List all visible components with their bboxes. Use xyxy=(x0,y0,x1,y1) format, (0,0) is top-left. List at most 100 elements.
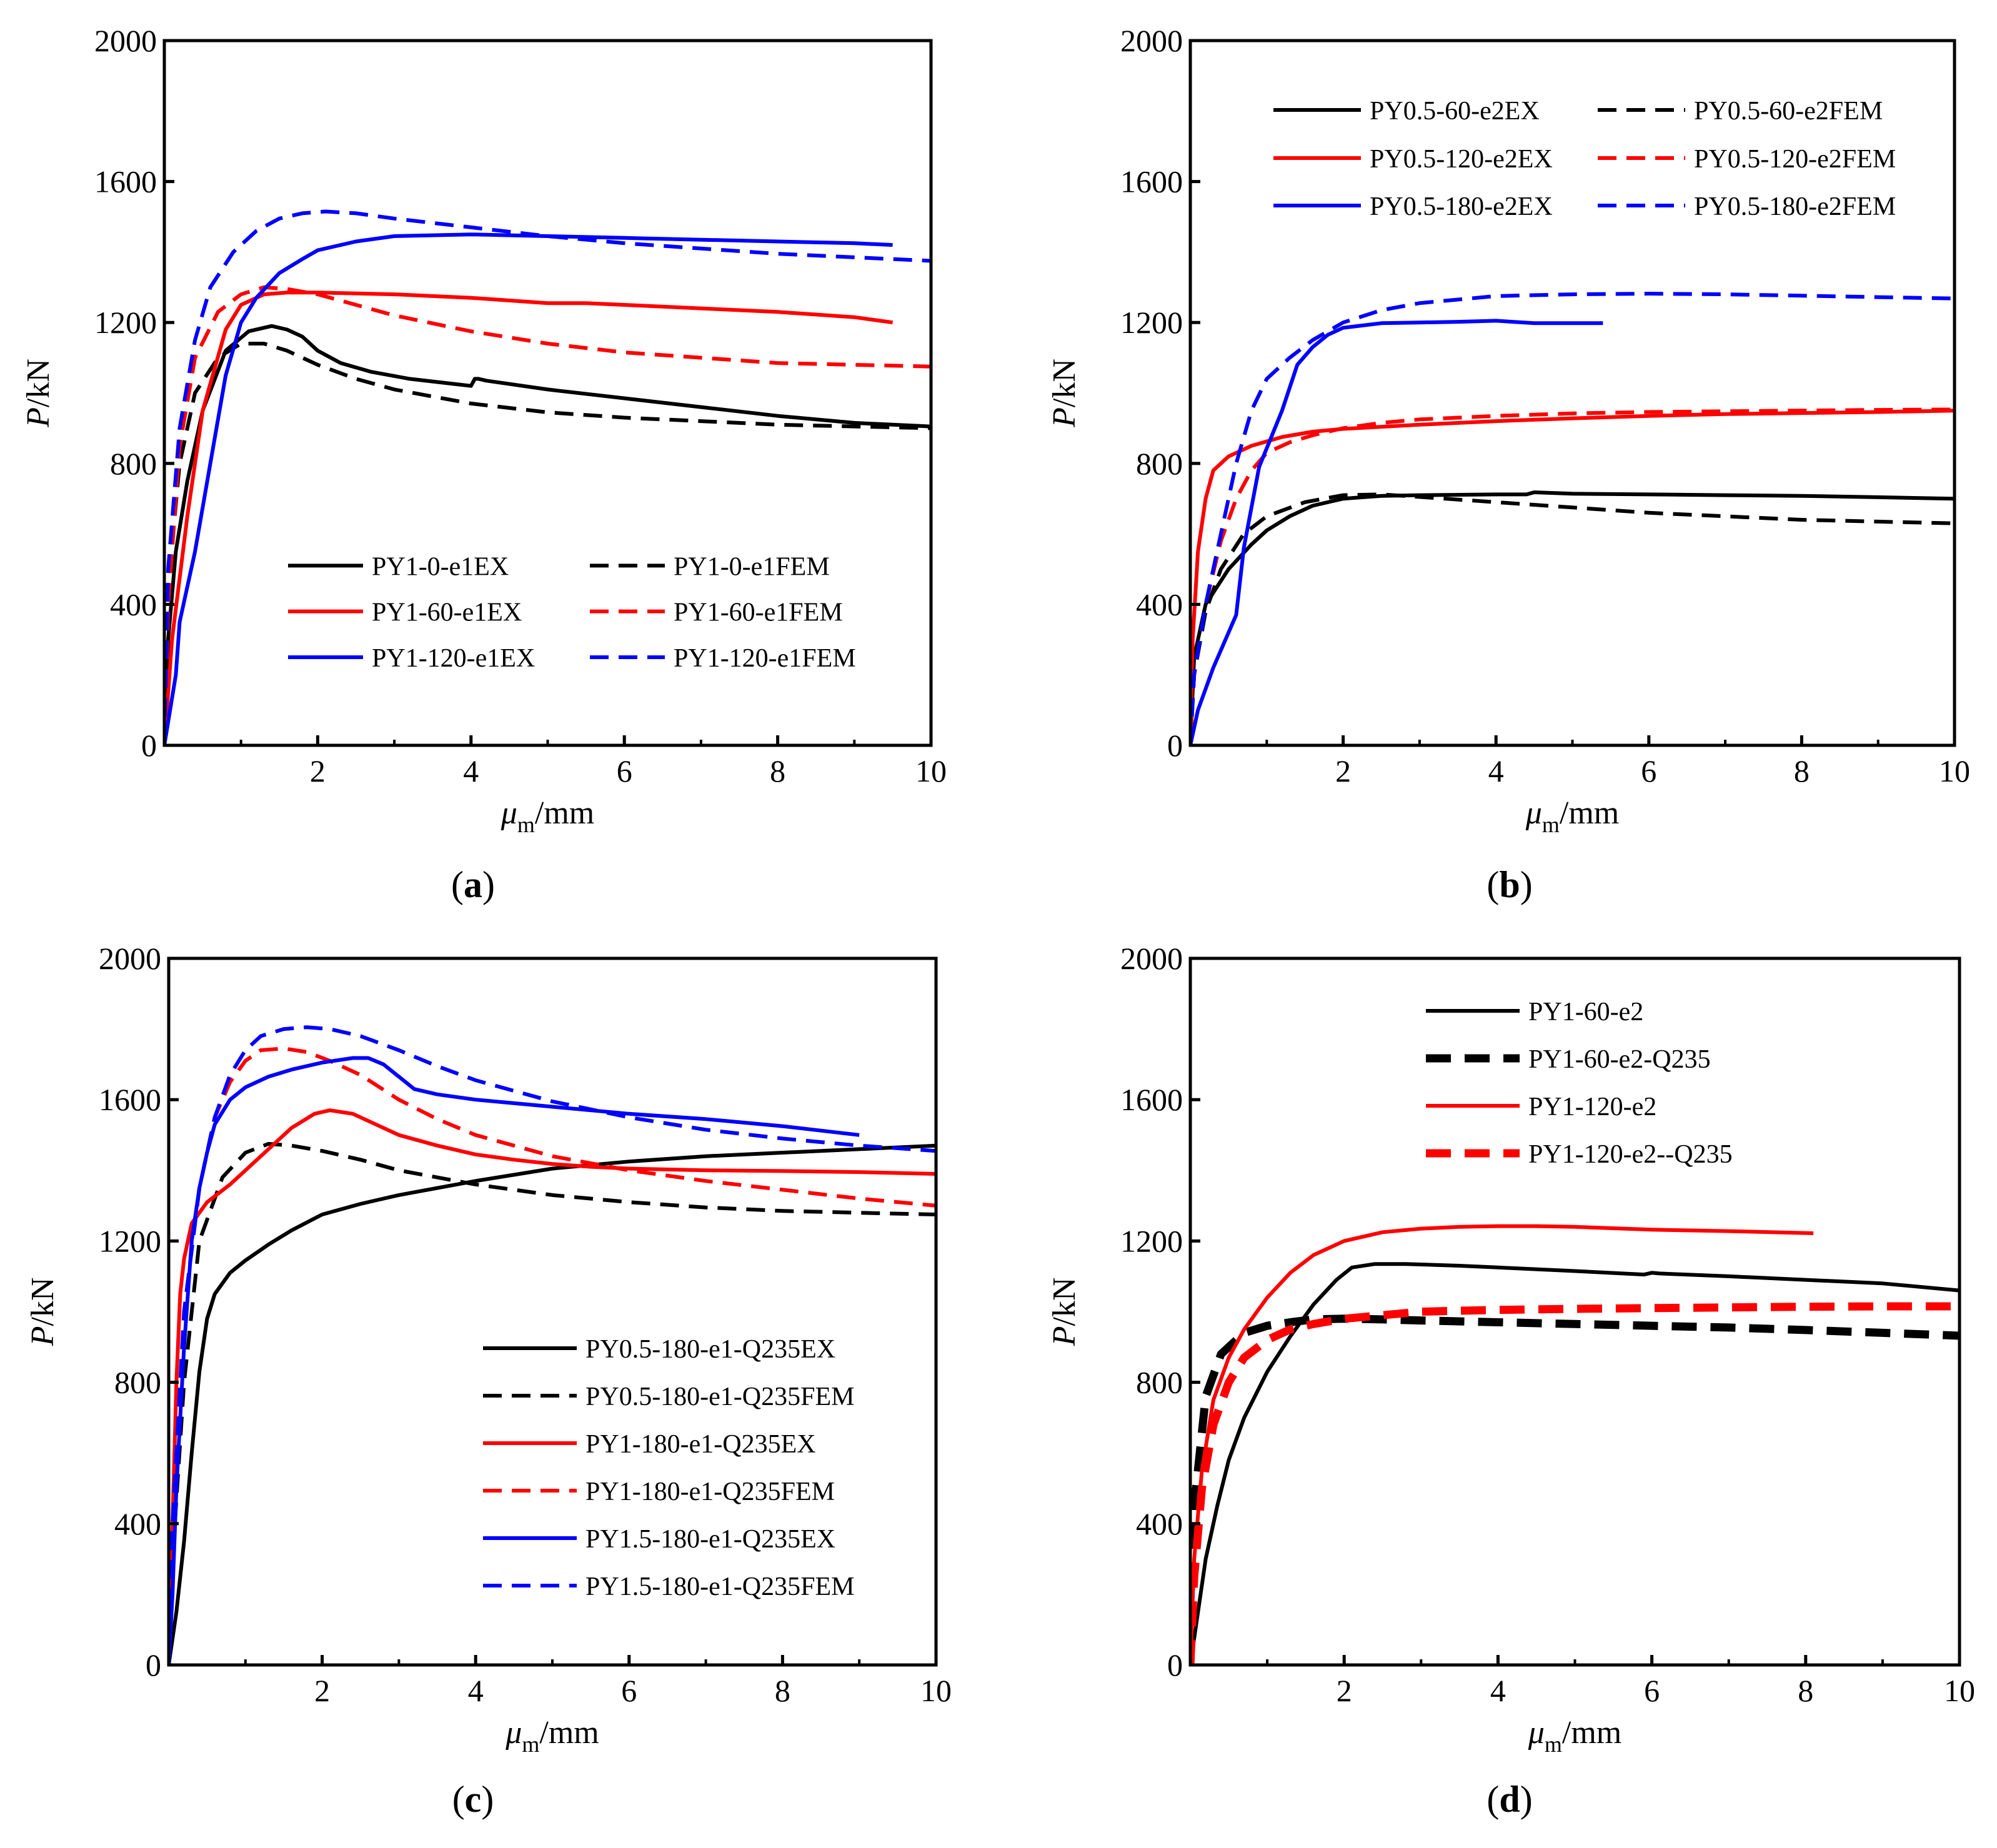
series-line-5 xyxy=(1190,319,1603,745)
x-tick-label: 6 xyxy=(617,753,632,788)
series-line-3 xyxy=(1190,1224,1814,1665)
x-tick-label: 10 xyxy=(915,753,947,788)
series-line-2 xyxy=(1190,1314,1960,1665)
series-line-1 xyxy=(1190,1262,1960,1665)
legend-label-1: PY1-0-e1EX xyxy=(372,552,509,581)
y-tick-label: 0 xyxy=(1167,728,1183,763)
chart-panel-d: 0 400 800 1200 1600 2000 2 4 6 8 10 μm/mm P/kN PY1-60… xyxy=(1047,941,1975,1820)
panel-caption: (c) xyxy=(452,1779,494,1820)
x-tick-label: 2 xyxy=(314,1673,330,1708)
panel-caption: (b) xyxy=(1487,864,1532,905)
series-line-4 xyxy=(1190,1302,1960,1665)
y-tick-label: 400 xyxy=(1136,587,1183,622)
x-axis-label: μm/mm xyxy=(505,1715,599,1757)
legend-label-6: PY0.5-180-e2FEM xyxy=(1694,192,1896,221)
x-axis-label: μm/mm xyxy=(1525,795,1619,837)
legend-label-4: PY0.5-120-e2FEM xyxy=(1694,145,1896,174)
y-tick-label: 1600 xyxy=(94,164,157,199)
series-group xyxy=(1190,292,1955,745)
series-line-1 xyxy=(164,324,931,745)
series-line-2 xyxy=(1190,492,1955,745)
chart-panel-c: 0 400 800 1200 1600 2000 2 4 6 8 10 μm/mm P/kN PY0.5-… xyxy=(25,941,952,1820)
legend-label-1: PY0.5-180-e1-Q235EX xyxy=(585,1335,835,1364)
legend-label-1: PY0.5-60-e2EX xyxy=(1370,97,1540,126)
legend-label-5: PY0.5-180-e2EX xyxy=(1370,192,1553,221)
y-tick-label: 2000 xyxy=(1120,941,1183,976)
x-tick-label: 2 xyxy=(1337,1673,1352,1708)
legend-label-5: PY1.5-180-e1-Q235EX xyxy=(585,1525,835,1554)
y-tick-label: 2000 xyxy=(1120,23,1183,58)
legend-label-2: PY0.5-180-e1-Q235FEM xyxy=(585,1383,854,1411)
legend-label-5: PY1-120-e1EX xyxy=(372,644,535,673)
y-tick-label: 1200 xyxy=(1120,1223,1183,1258)
legend: PY0.5-60-e2EX PY0.5-60-e2FEM PY0.5-120-e2E… xyxy=(1273,97,1896,221)
x-axis-label: μm/mm xyxy=(500,795,594,837)
x-axis-label: μm/mm xyxy=(1528,1715,1621,1757)
plot-frame xyxy=(167,956,938,1667)
y-tick-label: 2000 xyxy=(99,941,161,976)
series-line-3 xyxy=(1190,409,1955,745)
chart-panel-b: 0 400 800 1200 1600 2000 2 4 6 8 10 μm/mm P/kN PY0.5-… xyxy=(1047,23,1970,905)
x-tick-label: 10 xyxy=(1944,1673,1975,1708)
legend-label-3: PY1-60-e1EX xyxy=(372,599,522,627)
y-tick-label: 400 xyxy=(110,587,157,622)
y-tick-label: 0 xyxy=(141,728,157,763)
legend-label-3: PY1-180-e1-Q235EX xyxy=(585,1430,816,1459)
series-line-2 xyxy=(164,342,931,745)
y-tick-label: 1200 xyxy=(99,1223,161,1258)
legend-label-6: PY1.5-180-e1-Q235FEM xyxy=(585,1572,854,1601)
x-tick-label: 8 xyxy=(775,1673,790,1708)
y-tick-label: 1600 xyxy=(1120,164,1183,199)
y-tick-label: 800 xyxy=(1136,1365,1183,1400)
panel-caption: (a) xyxy=(451,864,495,905)
series-line-6 xyxy=(164,209,931,745)
x-tick-label: 10 xyxy=(1939,753,1970,788)
series-line-6 xyxy=(1190,292,1955,745)
y-tick-label: 400 xyxy=(1136,1506,1183,1541)
y-axis-label: P/kN xyxy=(25,1278,61,1347)
series-line-2 xyxy=(169,1141,936,1665)
y-tick-label: 800 xyxy=(114,1365,161,1400)
y-tick-label: 0 xyxy=(146,1647,161,1682)
legend-label-4: PY1-60-e1FEM xyxy=(674,599,843,627)
y-axis-label: P/kN xyxy=(1047,1278,1082,1347)
legend-label-3: PY0.5-120-e2EX xyxy=(1370,145,1553,174)
series-line-1 xyxy=(169,1143,936,1665)
legend: PY1-60-e2 PY1-60-e2-Q235 PY1-120-e2 PY1-120… xyxy=(1426,998,1733,1169)
legend: PY0.5-180-e1-Q235EX PY0.5-180-e1-Q235FEM P… xyxy=(483,1335,854,1601)
y-axis-label: P/kN xyxy=(1047,359,1082,428)
series-line-3 xyxy=(164,291,894,745)
legend-label-2: PY1-0-e1FEM xyxy=(674,552,830,581)
x-tick-label: 8 xyxy=(770,753,785,788)
y-tick-label: 400 xyxy=(114,1506,161,1541)
legend-label-6: PY1-120-e1FEM xyxy=(674,644,856,673)
series-line-4 xyxy=(1190,407,1955,745)
y-tick-label: 1600 xyxy=(99,1082,161,1117)
series-group xyxy=(169,1025,936,1665)
legend-label-2: PY1-60-e2-Q235 xyxy=(1528,1045,1711,1074)
x-tick-label: 8 xyxy=(1798,1673,1813,1708)
y-tick-label: 2000 xyxy=(94,23,157,58)
x-tick-label: 6 xyxy=(621,1673,637,1708)
x-tick-label: 6 xyxy=(1641,753,1656,788)
x-tick-label: 4 xyxy=(1488,753,1504,788)
x-tick-label: 4 xyxy=(468,1673,484,1708)
y-tick-label: 1200 xyxy=(94,305,157,340)
x-tick-label: 2 xyxy=(1335,753,1351,788)
legend-label-2: PY0.5-60-e2FEM xyxy=(1694,97,1883,126)
y-tick-label: 1200 xyxy=(1120,305,1183,340)
panel-caption: (d) xyxy=(1487,1779,1532,1820)
y-tick-label: 800 xyxy=(1136,446,1183,481)
series-line-5 xyxy=(164,232,893,745)
x-tick-label: 4 xyxy=(463,753,479,788)
series-line-4 xyxy=(164,285,931,745)
series-group xyxy=(1190,1224,1960,1665)
y-axis-label: P/kN xyxy=(21,359,56,428)
x-tick-label: 4 xyxy=(1490,1673,1506,1708)
x-tick-label: 10 xyxy=(920,1673,952,1708)
legend-label-3: PY1-120-e2 xyxy=(1528,1093,1656,1121)
series-line-6 xyxy=(169,1025,936,1665)
legend-label-4: PY1-120-e2--Q235 xyxy=(1528,1140,1733,1169)
y-tick-label: 1600 xyxy=(1120,1082,1183,1117)
